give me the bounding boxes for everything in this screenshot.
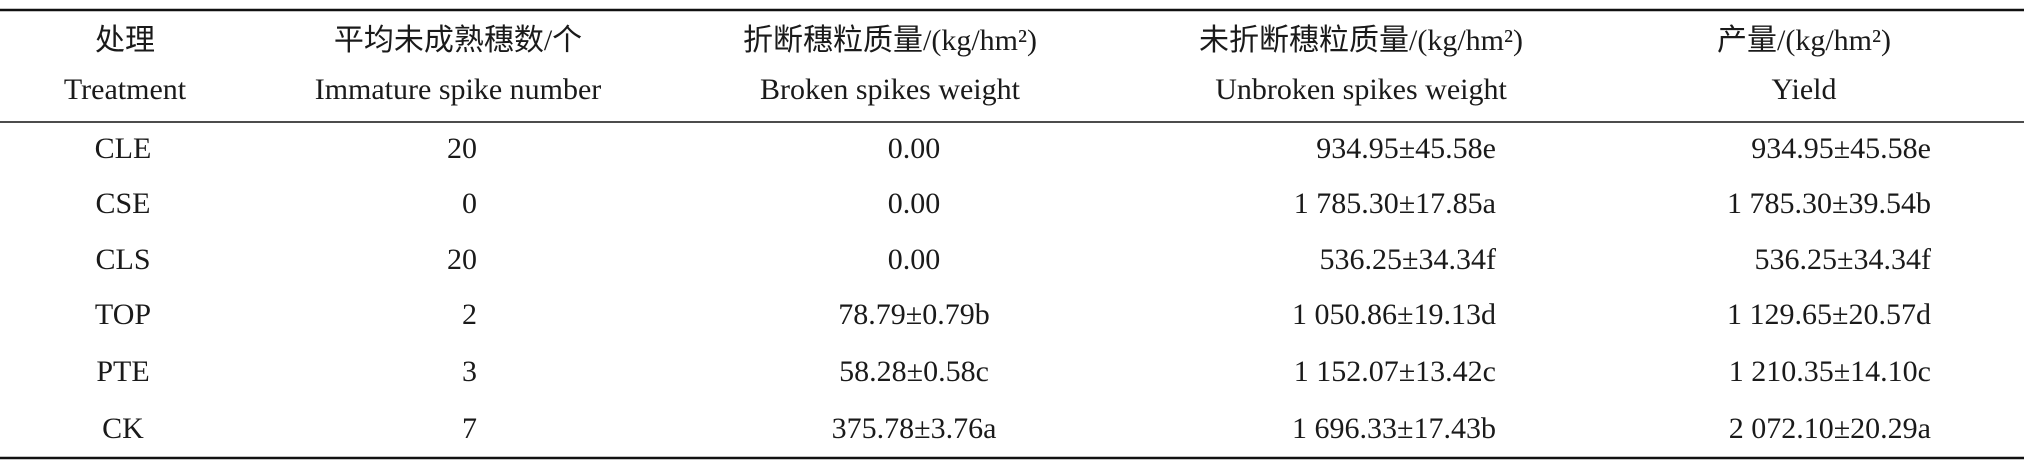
cell: 375.78±3.76a <box>832 412 997 445</box>
header-en: Unbroken spikes weight <box>1215 73 1507 106</box>
cell: 78.79±0.79b <box>838 298 989 331</box>
cell: 2 <box>462 298 477 331</box>
cell: 3 <box>462 355 477 388</box>
header-zh: 平均未成熟穗数/个 <box>334 24 582 57</box>
cell: 2 072.10±20.29a <box>1729 412 1931 445</box>
header-zh: 处理 <box>95 24 155 57</box>
cell: 0.00 <box>888 132 941 165</box>
header-zh: 产量/(kg/hm²) <box>1717 24 1891 57</box>
cell: 20 <box>447 243 477 276</box>
header-en: Yield <box>1772 73 1837 106</box>
row-label: CSE <box>95 187 150 220</box>
header-en: Broken spikes weight <box>760 73 1021 106</box>
cell: 1 050.86±19.13d <box>1292 298 1496 331</box>
header-zh: 折断穗粒质量/(kg/hm²) <box>743 24 1037 57</box>
cell: 934.95±45.58e <box>1751 132 1931 165</box>
cell: 1 785.30±39.54b <box>1727 187 1931 220</box>
cell: 536.25±34.34f <box>1755 243 1931 276</box>
header-zh: 未折断穗粒质量/(kg/hm²) <box>1199 24 1523 57</box>
row-label: CLS <box>95 243 150 276</box>
cell: 1 785.30±17.85a <box>1294 187 1496 220</box>
cell: 536.25±34.34f <box>1320 243 1496 276</box>
cell: 58.28±0.58c <box>839 355 989 388</box>
header-en: Treatment <box>64 73 187 106</box>
cell: 0.00 <box>888 243 941 276</box>
row-label: CLE <box>95 132 152 165</box>
cell: 0 <box>462 187 477 220</box>
cell: 0.00 <box>888 187 941 220</box>
cell: 1 152.07±13.42c <box>1294 355 1496 388</box>
header-en: Immature spike number <box>315 73 602 106</box>
cell: 934.95±45.58e <box>1316 132 1496 165</box>
row-label: PTE <box>96 355 149 388</box>
row-label: CK <box>102 412 144 445</box>
cell: 7 <box>462 412 477 445</box>
cell: 1 210.35±14.10c <box>1729 355 1931 388</box>
cell: 1 129.65±20.57d <box>1727 298 1931 331</box>
row-label: TOP <box>95 298 151 331</box>
cell: 1 696.33±17.43b <box>1292 412 1496 445</box>
cell: 20 <box>447 132 477 165</box>
